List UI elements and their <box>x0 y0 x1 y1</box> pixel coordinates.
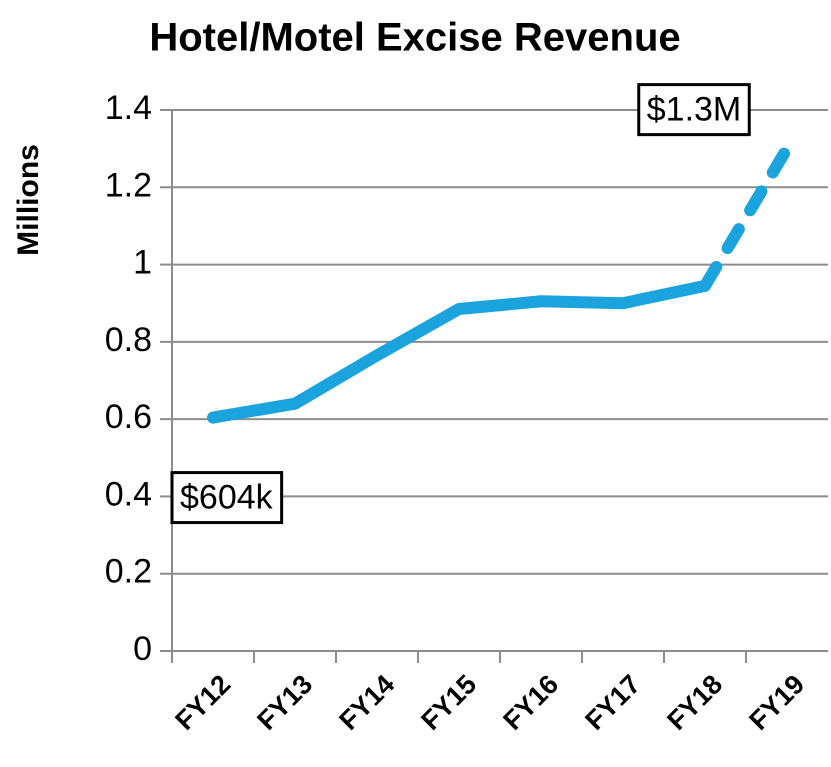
y-tick-label: 0 <box>133 630 152 668</box>
data-label-box <box>637 83 751 137</box>
y-tick-label: 1.2 <box>105 166 152 204</box>
x-tick-label: FY19 <box>743 669 810 736</box>
data-label: $1.3M <box>637 83 751 137</box>
x-tick-label: FY15 <box>415 669 482 736</box>
line-dashed <box>699 142 793 292</box>
data-label: $604k <box>170 471 284 525</box>
data-label-text: $1.3M <box>647 91 742 129</box>
y-tick-label: 0.6 <box>105 398 152 436</box>
x-tick-label: FY16 <box>497 669 564 736</box>
x-tick-label: FY18 <box>661 669 728 736</box>
x-tick-label: FY12 <box>169 669 236 736</box>
y-tick-label: 0.8 <box>105 321 152 359</box>
data-label-box <box>170 471 284 525</box>
y-tick-label: 1.4 <box>105 89 152 127</box>
x-tick-label: FY17 <box>579 669 646 736</box>
line <box>207 279 711 424</box>
y-axis-label: Millions <box>12 144 45 256</box>
y-tick-label: 1 <box>133 244 152 282</box>
data-label-text: $604k <box>180 479 274 517</box>
chart-title: Hotel/Motel Excise Revenue <box>149 16 680 60</box>
x-tick-label: FY13 <box>251 669 318 736</box>
x-tick-label: FY14 <box>333 669 400 736</box>
y-tick-label: 0.4 <box>105 475 152 513</box>
y-tick-label: 0.2 <box>105 553 152 591</box>
